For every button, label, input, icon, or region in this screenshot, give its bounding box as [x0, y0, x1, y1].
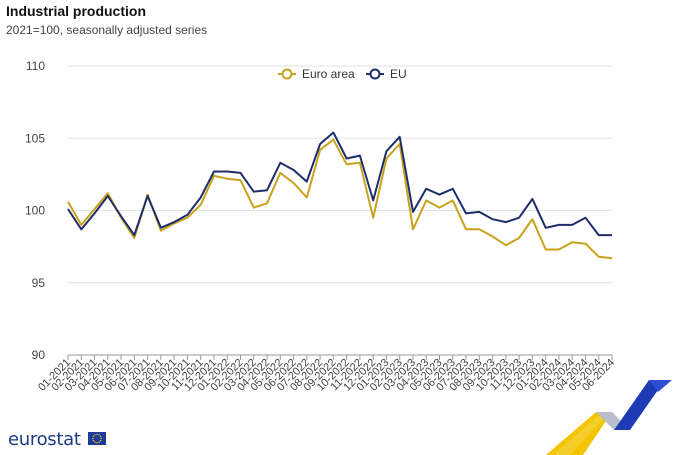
brand-name: eurostat: [8, 429, 81, 450]
legend-eu-marker: [369, 68, 381, 80]
y-tick-label: 100: [25, 204, 45, 218]
legend-euro-area-marker: [281, 68, 293, 80]
legend-item-eu[interactable]: EU: [366, 67, 407, 81]
chart-title: Industrial production: [6, 3, 146, 19]
y-axis-ticks: 90 95 100 105 110: [25, 59, 45, 362]
x-axis: 01-202102-202103-202104-202105-202106-20…: [36, 354, 617, 394]
legend-item-euro-area[interactable]: Euro area: [278, 67, 355, 81]
legend-eu-label: EU: [390, 67, 407, 81]
grid-lines: [68, 65, 612, 284]
y-tick-label: 110: [26, 59, 45, 73]
eu-flag-icon: [88, 432, 107, 445]
series-lines: [67, 131, 613, 260]
legend-euro-area-label: Euro area: [302, 67, 355, 81]
decorative-corner-logo: [546, 380, 672, 455]
y-tick-label: 95: [32, 276, 46, 290]
legend[interactable]: Euro area EU: [278, 67, 407, 81]
y-tick-label: 90: [32, 348, 46, 362]
chart-subtitle: 2021=100, seasonally adjusted series: [6, 23, 208, 37]
eurostat-logo: eurostat: [8, 429, 107, 450]
series-line-eu[interactable]: [67, 131, 612, 237]
y-tick-label: 105: [25, 131, 45, 145]
